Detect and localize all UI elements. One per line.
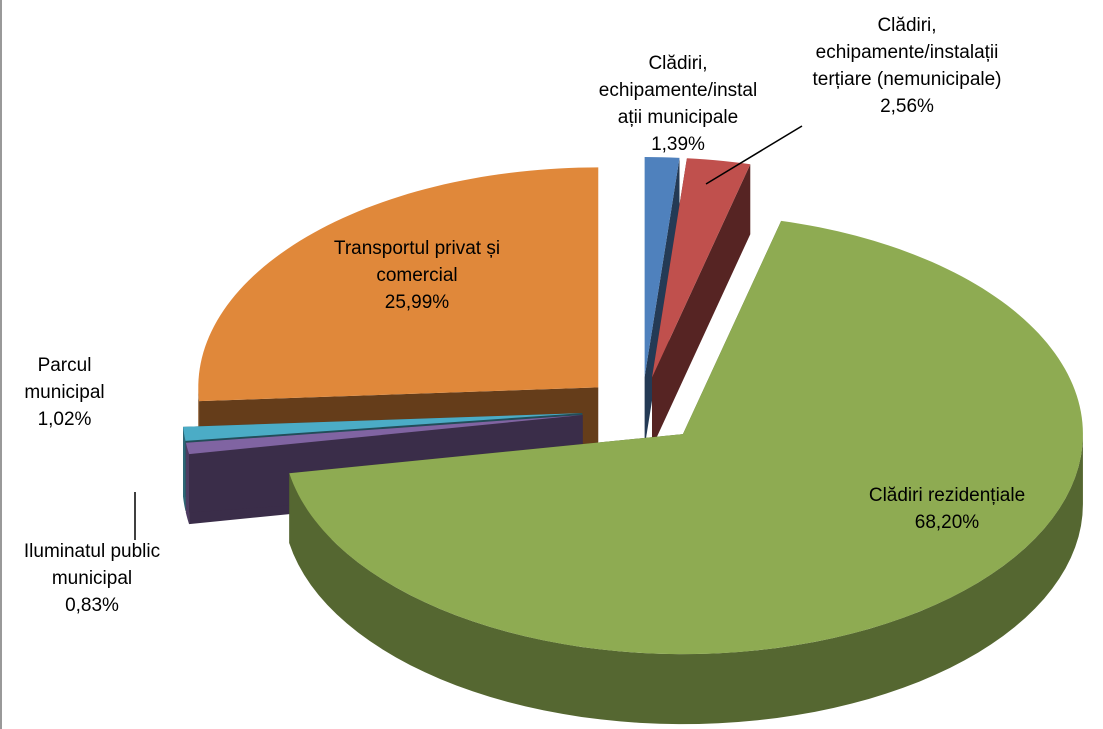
slice-wall	[185, 442, 190, 525]
value-label: 2,56%	[880, 96, 934, 117]
slice	[652, 158, 751, 378]
value-label: 68,20%	[914, 512, 980, 533]
data-label: Transportul privat și comercial 25,99%	[292, 235, 542, 316]
data-label: Clădiri, echipamente/instalații municipa…	[598, 50, 758, 158]
slices	[183, 157, 1083, 725]
value-label: 0,83%	[65, 595, 119, 616]
value-label: 1,02%	[37, 409, 92, 430]
slice	[183, 413, 583, 441]
data-label: Parcul municipal 1,02%	[2, 352, 127, 433]
slice	[198, 167, 599, 402]
slice	[185, 415, 583, 455]
slice	[644, 157, 680, 378]
slice-side	[652, 164, 751, 448]
category-label: Parcul municipal	[24, 355, 105, 403]
slice-wall	[289, 434, 1083, 725]
leader-line	[705, 125, 803, 185]
category-label: Transportul privat și comercial	[333, 238, 501, 286]
category-label: Clădiri, echipamente/instalații terțiare…	[812, 15, 1002, 90]
value-label: 1,39%	[651, 134, 705, 155]
category-label: Clădiri rezidențiale	[868, 485, 1026, 506]
slice	[289, 220, 1083, 655]
category-label: Clădiri, echipamente/instalații municipa…	[598, 53, 758, 128]
data-label: Clădiri, echipamente/instalații terțiare…	[792, 12, 1022, 120]
value-label: 25,99%	[384, 292, 450, 313]
slice-wall	[183, 426, 186, 511]
data-label: Iluminatul public municipal 0,83%	[2, 538, 182, 619]
category-label: Iluminatul public municipal	[23, 541, 161, 589]
data-label: Clădiri rezidențiale 68,20%	[817, 482, 1077, 536]
